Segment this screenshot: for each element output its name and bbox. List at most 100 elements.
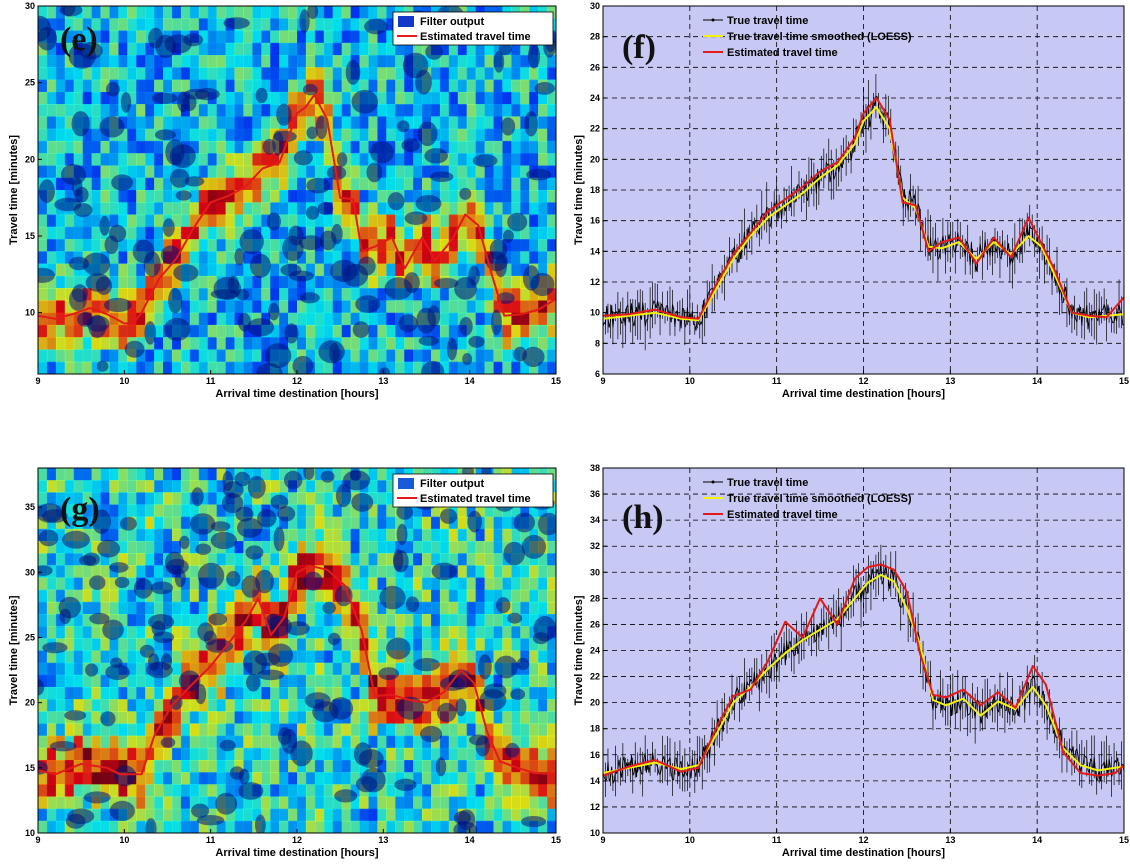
heatmap-cell <box>91 104 102 117</box>
heatmap-cell <box>154 638 164 652</box>
heatmap-cell <box>413 674 423 688</box>
heatmap-cell <box>109 55 119 68</box>
heatmap-cell <box>484 772 495 785</box>
heatmap-cell <box>136 528 146 542</box>
heatmap-cell <box>413 202 423 216</box>
heatmap-cell <box>359 626 369 639</box>
heatmap-cell <box>100 6 110 19</box>
heatmap-cell <box>359 808 369 822</box>
heatmap-cell <box>305 674 316 688</box>
heatmap-cell <box>484 214 495 228</box>
heatmap-cell <box>225 30 236 44</box>
heatmap-cell <box>511 226 521 240</box>
heatmap-cell <box>377 116 387 130</box>
data-point <box>919 643 921 645</box>
heatmap-cell <box>332 662 343 676</box>
heatmap-cell <box>359 699 369 712</box>
heatmap-cell <box>82 687 93 700</box>
data-point <box>339 197 341 199</box>
heatmap-cell <box>207 796 218 810</box>
heatmap-cell <box>172 662 182 676</box>
heatmap-cell <box>172 711 182 725</box>
heatmap-cell <box>163 300 173 314</box>
heatmap-cell <box>332 674 343 688</box>
heatmap-cell <box>422 349 432 363</box>
heatmap-cell <box>404 300 414 314</box>
heatmap-cell <box>198 349 209 363</box>
data-point <box>1027 217 1030 219</box>
heatmap-cell <box>332 650 343 664</box>
heatmap-cell <box>136 784 146 798</box>
heatmap-cell <box>305 324 316 338</box>
heatmap-cell <box>475 528 486 542</box>
heatmap-cell <box>145 711 155 725</box>
legend-label: True travel time <box>727 477 808 489</box>
heatmap-cell <box>484 263 495 277</box>
heatmap-cell <box>225 128 236 142</box>
heatmap-cell <box>91 808 102 822</box>
heatmap-cell <box>475 67 486 81</box>
heatmap-cell <box>413 541 423 554</box>
heatmap-cell <box>439 324 450 338</box>
heatmap-cell <box>288 772 298 785</box>
data-point <box>1032 686 1034 688</box>
heatmap-cell <box>377 239 387 252</box>
heatmap-cell <box>163 67 173 81</box>
data-point <box>993 241 995 243</box>
heatmap-cell <box>207 30 218 44</box>
heatmap-cell <box>323 104 334 117</box>
heatmap-blob <box>516 657 530 671</box>
heatmap-cell <box>243 190 253 203</box>
heatmap-cell <box>439 577 450 591</box>
heatmap-cell <box>502 177 512 191</box>
heatmap-cell <box>475 300 486 314</box>
heatmap-blob <box>315 115 328 140</box>
heatmap-cell <box>127 300 137 314</box>
heatmap-cell <box>484 300 495 314</box>
heatmap-cell <box>493 177 503 191</box>
y-tick-label: 34 <box>590 515 600 525</box>
heatmap-cell <box>404 772 414 785</box>
heatmap-cell <box>252 626 262 639</box>
heatmap-cell <box>323 79 334 93</box>
heatmap-cell <box>404 796 414 810</box>
heatmap-cell <box>234 239 244 252</box>
heatmap-cell <box>100 699 110 712</box>
heatmap-cell <box>198 784 209 798</box>
heatmap-cell <box>207 361 218 374</box>
heatmap-cell <box>189 324 200 338</box>
heatmap-cell <box>484 589 495 603</box>
data-point <box>261 167 264 170</box>
heatmap-cell <box>207 312 218 326</box>
heatmap-blob <box>102 619 124 640</box>
heatmap-cell <box>100 820 110 833</box>
heatmap-cell <box>216 91 227 105</box>
heatmap-cell <box>466 312 477 326</box>
heatmap-blob <box>302 83 318 96</box>
heatmap-cell <box>493 67 503 81</box>
heatmap-cell <box>136 55 146 68</box>
y-tick-label: 20 <box>25 698 35 708</box>
heatmap-cell <box>314 190 325 203</box>
heatmap-cell <box>234 214 244 228</box>
heatmap-cell <box>38 349 48 363</box>
heatmap-cell <box>350 820 361 833</box>
heatmap-cell <box>55 626 66 639</box>
heatmap-cell <box>127 577 137 591</box>
heatmap-cell <box>511 820 521 833</box>
heatmap-cell <box>207 601 218 615</box>
heatmap-cell <box>395 79 405 93</box>
heatmap-cell <box>136 349 146 363</box>
heatmap-cell <box>234 349 244 363</box>
heatmap-cell <box>377 784 387 798</box>
heatmap-cell <box>189 589 200 603</box>
heatmap-cell <box>359 30 369 44</box>
heatmap-cell <box>207 480 218 493</box>
heatmap-blob <box>196 815 225 826</box>
heatmap-cell <box>127 626 137 639</box>
heatmap-cell <box>279 565 289 579</box>
heatmap-cell <box>288 300 298 314</box>
heatmap-cell <box>55 699 66 712</box>
heatmap-cell <box>395 153 405 167</box>
heatmap-cell <box>127 674 137 688</box>
